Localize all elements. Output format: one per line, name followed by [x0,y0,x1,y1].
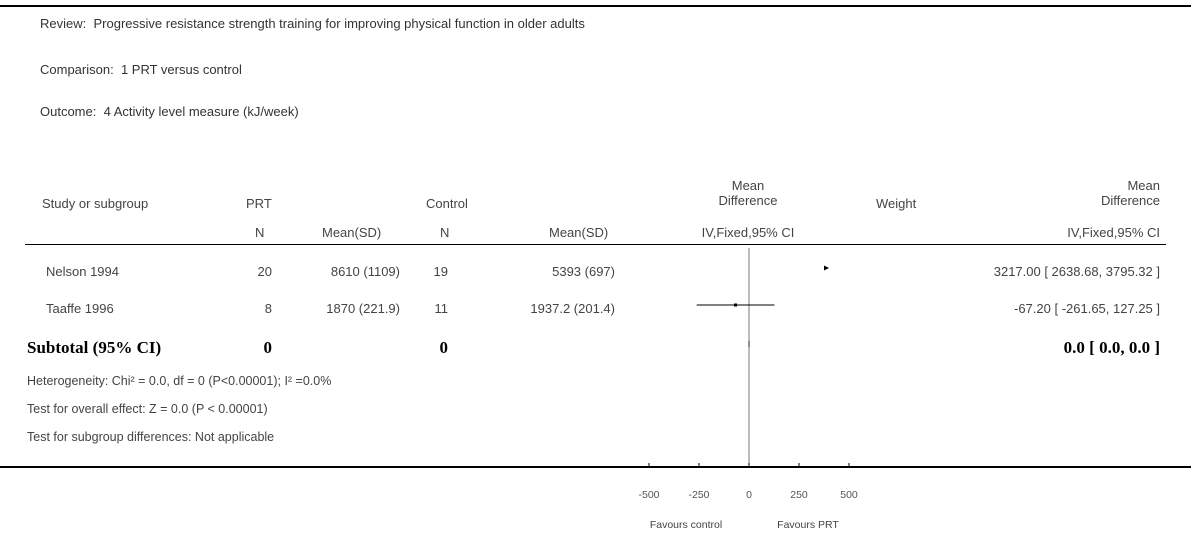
header-rule [25,244,1166,245]
control-n: 19 [433,264,448,279]
col-md2-line1: Mean [1127,178,1160,193]
prt-n: 20 [257,264,272,279]
col-md-line2: Difference [718,193,778,208]
subtotal-ci-text: 0.0 [ 0.0, 0.0 ] [1063,338,1160,357]
top-rule [0,5,1191,7]
subtotal-label: Subtotal (95% CI) [27,338,162,357]
outcome-value: 4 Activity level measure (kJ/week) [103,104,299,119]
col-control: Control [426,196,468,211]
axis-tick-label: -250 [688,489,709,501]
axis-tick-label: 250 [790,489,808,501]
comparison-line: Comparison: 1 PRT versus control [40,62,242,77]
col-control-n: N [440,225,450,240]
favours-left-label: Favours control [649,519,723,531]
col-md2-method: IV,Fixed,95% CI [1067,225,1160,240]
prt-mean: 8610 (1109) [330,264,400,279]
prt-mean: 1870 (221.9) [326,301,400,316]
ci-text: -67.20 [ -261.65, 127.25 ] [1014,301,1160,316]
axis-tick-label: 500 [840,489,858,501]
point-estimate [734,303,738,307]
axis-tick-label: 0 [746,489,752,501]
comparison-label: Comparison: [40,62,114,77]
outcome-label: Outcome: [40,104,97,119]
study-name: Nelson 1994 [46,264,119,279]
subtotal-prt-n: 0 [263,338,273,357]
favours-right-label: Favours PRT [777,519,839,531]
control-n: 11 [434,301,449,316]
review-line: Review: Progressive resistance strength … [40,16,585,31]
col-control-mean: Mean(SD) [549,225,609,240]
col-prt: PRT [246,196,272,211]
control-mean: 5393 (697) [552,264,615,279]
review-title: Progressive resistance strength training… [93,16,585,31]
comparison-value: 1 PRT versus control [120,62,242,77]
ci-text: 3217.00 [ 2638.68, 3795.32 ] [993,264,1160,279]
plot-layer: -500 -250 0 250 500 [638,248,858,501]
prt-n: 8 [264,301,272,316]
review-label: Review: [40,16,87,31]
subtotal-control-n: 0 [439,338,449,357]
bottom-rule [0,466,1191,468]
control-mean: 1937.2 (201.4) [530,301,615,316]
col-weight: Weight [876,196,917,211]
col-prt-mean: Mean(SD) [322,225,382,240]
study-name: Taaffe 1996 [46,301,114,316]
subgroup-note: Test for subgroup differences: Not appli… [27,430,275,444]
col-md-method: IV,Fixed,95% CI [701,225,795,240]
axis-tick-label: -500 [638,489,659,501]
col-study: Study or subgroup [42,196,149,211]
outcome-line: Outcome: 4 Activity level measure (kJ/we… [40,104,299,119]
col-md-line1: Mean [731,178,765,193]
overall-effect-note: Test for overall effect: Z = 0.0 (P < 0.… [27,402,268,416]
ci-arrow [824,265,829,271]
col-prt-n: N [255,225,265,240]
col-md2-line2: Difference [1100,193,1160,208]
heterogeneity-note: Heterogeneity: Chi² = 0.0, df = 0 (P<0.0… [27,374,332,388]
